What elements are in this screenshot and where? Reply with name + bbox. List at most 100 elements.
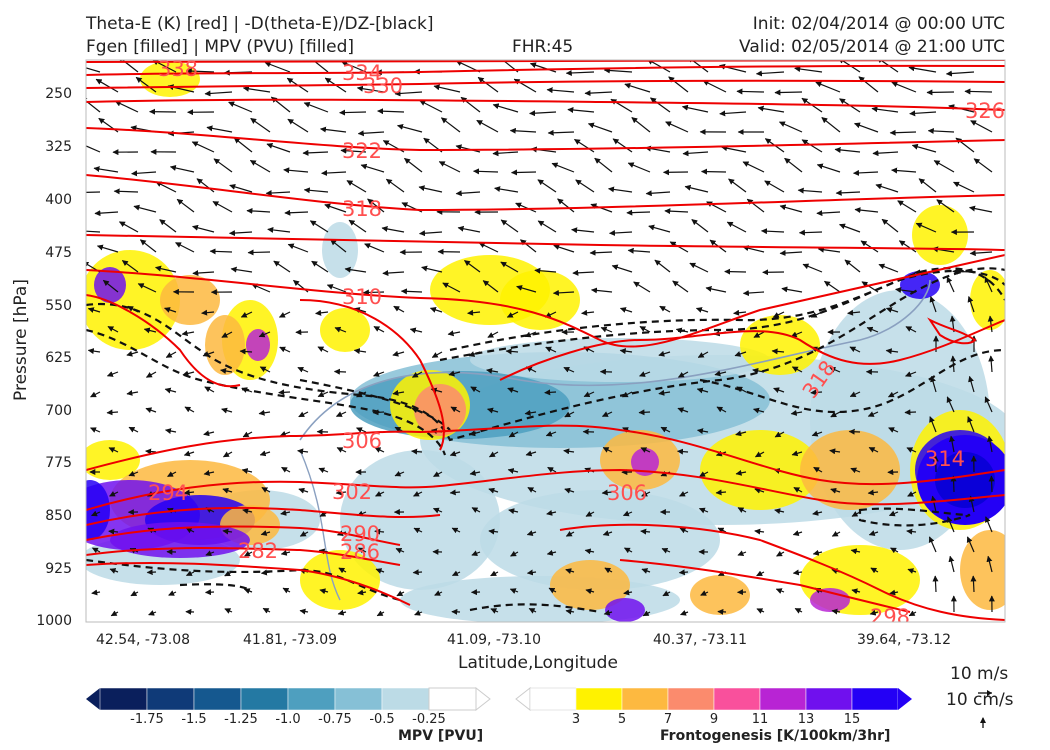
wind-vector (850, 467, 861, 474)
wind-vector (249, 159, 271, 173)
wind-vector (168, 590, 177, 596)
wind-vector (687, 60, 709, 73)
wind-vector (573, 138, 595, 153)
fgen-colorbar-swatch (851, 687, 899, 711)
wind-vector (432, 507, 443, 514)
wind-vector (374, 447, 385, 453)
wind-vector (677, 371, 689, 378)
wind-vector (471, 550, 481, 557)
theta-e-contour-label: 290 (340, 522, 380, 546)
field-blob (160, 275, 220, 325)
theta-e-contour (86, 525, 401, 546)
wind-vector (866, 326, 879, 333)
wind-vector (834, 146, 861, 153)
wind-vector (509, 588, 519, 594)
wind-vector (868, 446, 879, 453)
wind-vector (988, 355, 995, 373)
wind-vector (397, 123, 423, 133)
wind-vector (527, 486, 537, 493)
wind-vector (792, 569, 803, 576)
wind-vector (229, 183, 253, 193)
theta-e-contour (86, 254, 1005, 348)
field-blob (900, 271, 940, 299)
wind-vector (506, 311, 519, 318)
wind-vector (109, 491, 119, 497)
wind-vector (393, 305, 405, 313)
vector-ref-horizontal-head (987, 690, 992, 696)
wind-vector (733, 309, 747, 316)
wind-vector (926, 89, 955, 96)
mpv-colorbar-tick: -1.5 (181, 712, 207, 727)
field-blob (960, 530, 1005, 610)
wind-vector (433, 471, 443, 478)
wind-vector (654, 259, 671, 273)
wind-vector (545, 430, 557, 437)
wind-vector (949, 435, 955, 453)
wind-vector (96, 244, 119, 253)
wind-vector (587, 122, 613, 133)
dthetae-dz-contour (858, 507, 971, 527)
wind-vector (791, 366, 803, 373)
wind-vector (337, 609, 347, 616)
theta-e-contour (86, 561, 411, 606)
wind-vector (488, 451, 499, 458)
wind-vector (86, 230, 101, 233)
wind-vector (438, 161, 461, 173)
wind-vector (907, 491, 917, 497)
wind-vector (86, 191, 101, 193)
wind-vector (590, 203, 613, 213)
mpv-colorbar-swatch (99, 687, 148, 711)
wind-vector (525, 450, 537, 457)
wind-vector (689, 262, 709, 273)
title-valid: Valid: 02/05/2014 @ 21:00 UTC (739, 37, 1005, 57)
wind-vector (545, 346, 557, 353)
wind-vector (824, 280, 841, 293)
wind-vector (776, 550, 785, 557)
wind-vector (185, 527, 195, 534)
wind-vector (988, 475, 995, 493)
wind-vector (333, 368, 347, 375)
wind-vector (86, 96, 101, 113)
wind-vector (431, 351, 443, 358)
wind-vector (640, 447, 651, 453)
wind-vector (242, 431, 253, 438)
wind-vector (213, 158, 233, 173)
wind-vector (348, 219, 367, 233)
wind-vector (737, 507, 747, 513)
wind-vector (909, 110, 937, 117)
wind-vector (821, 117, 841, 133)
wind-vector (258, 409, 271, 416)
dthetae-dz-contour (439, 269, 1005, 362)
wind-vector (811, 430, 823, 437)
wind-vector (473, 168, 499, 175)
wind-vector (946, 516, 955, 533)
field-blob (631, 448, 659, 476)
wind-vector (516, 285, 537, 293)
vector-ref-vertical-head (980, 717, 986, 723)
wind-vector (414, 610, 423, 616)
wind-vector (298, 487, 309, 494)
wind-vector (761, 228, 785, 235)
wind-vector (831, 530, 841, 537)
wind-vector (500, 219, 519, 233)
wind-vector (945, 70, 975, 77)
wind-vector (853, 169, 879, 176)
wind-vector (242, 85, 271, 93)
wind-vector (340, 147, 367, 154)
wind-vector (918, 178, 937, 193)
wind-vector (915, 222, 937, 233)
wind-vector (449, 450, 461, 457)
fgen-colorbar-tick: 5 (617, 712, 627, 727)
wind-vector (932, 575, 939, 593)
ytick-label: 475 (45, 245, 72, 261)
wind-vector (791, 450, 803, 457)
wind-vector (382, 270, 405, 277)
wind-vector (159, 219, 177, 233)
wind-vector (726, 221, 747, 233)
wind-vector (392, 389, 405, 396)
wind-vector (469, 469, 481, 476)
wind-vector (897, 200, 917, 213)
ytick-label: 250 (45, 86, 72, 102)
wind-vector (816, 210, 841, 217)
wind-vector (192, 224, 215, 233)
